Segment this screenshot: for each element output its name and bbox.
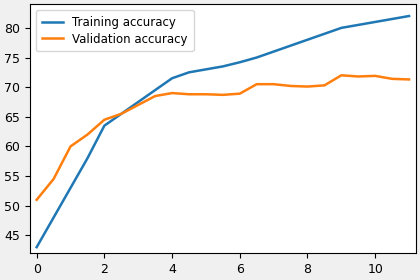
Validation accuracy xyxy=(51,177,56,181)
Validation accuracy xyxy=(102,118,107,122)
Line: Training accuracy: Training accuracy xyxy=(37,16,409,247)
Training accuracy xyxy=(288,44,293,47)
Validation accuracy xyxy=(170,91,175,95)
Validation accuracy xyxy=(390,77,395,81)
Training accuracy xyxy=(102,124,107,127)
Training accuracy xyxy=(373,20,378,24)
Line: Validation accuracy: Validation accuracy xyxy=(37,75,409,200)
Validation accuracy xyxy=(322,84,327,87)
Training accuracy xyxy=(203,68,208,71)
Training accuracy xyxy=(339,26,344,30)
Training accuracy xyxy=(390,17,395,21)
Validation accuracy xyxy=(305,85,310,88)
Training accuracy xyxy=(85,157,90,160)
Training accuracy xyxy=(305,38,310,41)
Validation accuracy xyxy=(356,75,361,78)
Training accuracy xyxy=(119,112,124,116)
Validation accuracy xyxy=(85,133,90,136)
Training accuracy xyxy=(237,60,242,64)
Validation accuracy xyxy=(186,93,192,96)
Training accuracy xyxy=(186,71,192,74)
Training accuracy xyxy=(322,32,327,36)
Training accuracy xyxy=(34,246,39,249)
Validation accuracy xyxy=(407,78,412,81)
Training accuracy xyxy=(136,100,141,104)
Training accuracy xyxy=(356,23,361,27)
Validation accuracy xyxy=(136,103,141,107)
Validation accuracy xyxy=(288,84,293,88)
Validation accuracy xyxy=(254,83,259,86)
Validation accuracy xyxy=(68,145,73,148)
Training accuracy xyxy=(407,14,412,18)
Training accuracy xyxy=(254,56,259,59)
Training accuracy xyxy=(51,216,56,219)
Validation accuracy xyxy=(152,94,158,98)
Training accuracy xyxy=(220,65,226,68)
Validation accuracy xyxy=(237,92,242,95)
Training accuracy xyxy=(68,186,73,190)
Training accuracy xyxy=(152,88,158,92)
Validation accuracy xyxy=(203,93,208,96)
Validation accuracy xyxy=(34,198,39,201)
Legend: Training accuracy, Validation accuracy: Training accuracy, Validation accuracy xyxy=(36,10,194,52)
Training accuracy xyxy=(170,76,175,80)
Training accuracy xyxy=(271,50,276,53)
Validation accuracy xyxy=(339,74,344,77)
Validation accuracy xyxy=(271,83,276,86)
Validation accuracy xyxy=(119,112,124,116)
Validation accuracy xyxy=(373,74,378,78)
Validation accuracy xyxy=(220,93,226,97)
